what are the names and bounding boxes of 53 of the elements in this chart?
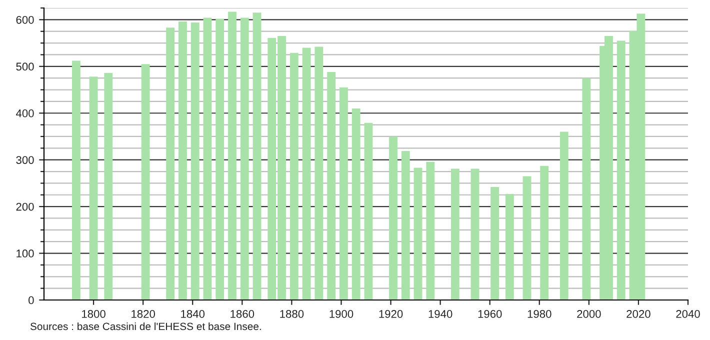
bar — [450, 168, 460, 300]
source-note: Sources : base Cassini de l'EHESS et base Insee. — [30, 322, 261, 330]
bar — [141, 64, 150, 300]
bar — [414, 168, 422, 300]
bar — [616, 40, 626, 300]
y-tick-label: 100 — [16, 250, 34, 258]
bar — [228, 12, 236, 300]
bar — [389, 136, 398, 300]
bar — [470, 168, 480, 300]
x-tick-label: 1880 — [280, 310, 304, 318]
bar — [104, 72, 113, 300]
x-tick-label: 2000 — [577, 310, 601, 318]
bar — [190, 22, 200, 300]
bar — [216, 18, 224, 300]
y-tick-label: 400 — [16, 109, 34, 118]
bar — [252, 12, 262, 300]
bar — [426, 162, 435, 300]
x-tick-label: 1900 — [330, 310, 354, 318]
bar — [314, 46, 324, 300]
x-tick-label: 2040 — [676, 310, 700, 318]
y-tick-label: 500 — [16, 62, 34, 71]
bar — [401, 150, 410, 300]
x-tick-label: 1860 — [230, 310, 254, 318]
x-tick-label: 1940 — [428, 310, 452, 318]
bar — [290, 52, 298, 300]
x-tick-label: 1840 — [181, 310, 205, 318]
bar — [166, 28, 175, 300]
x-tick-label: 1920 — [379, 310, 403, 318]
bar — [302, 48, 311, 300]
bar — [352, 108, 360, 300]
bar — [327, 72, 336, 300]
bar — [560, 132, 568, 300]
bar — [89, 76, 98, 300]
x-tick-label: 1800 — [82, 310, 106, 318]
y-tick-label: 300 — [16, 156, 34, 164]
bar — [490, 186, 500, 300]
y-tick-label: 0 — [28, 296, 34, 304]
bar — [540, 166, 549, 300]
bar — [339, 87, 348, 300]
x-tick-label: 1980 — [528, 310, 552, 318]
bar — [240, 18, 249, 300]
y-tick-label: 600 — [16, 16, 34, 24]
bar — [203, 18, 212, 300]
bar — [582, 78, 591, 300]
bar — [72, 60, 80, 300]
bar — [178, 22, 187, 300]
bar — [505, 194, 514, 300]
x-tick-label: 1960 — [478, 310, 502, 318]
x-tick-label: 1820 — [132, 310, 155, 318]
bar — [364, 122, 373, 300]
x-tick-label: 2020 — [626, 310, 650, 318]
y-tick-label: 200 — [16, 202, 34, 211]
bar — [522, 176, 532, 300]
